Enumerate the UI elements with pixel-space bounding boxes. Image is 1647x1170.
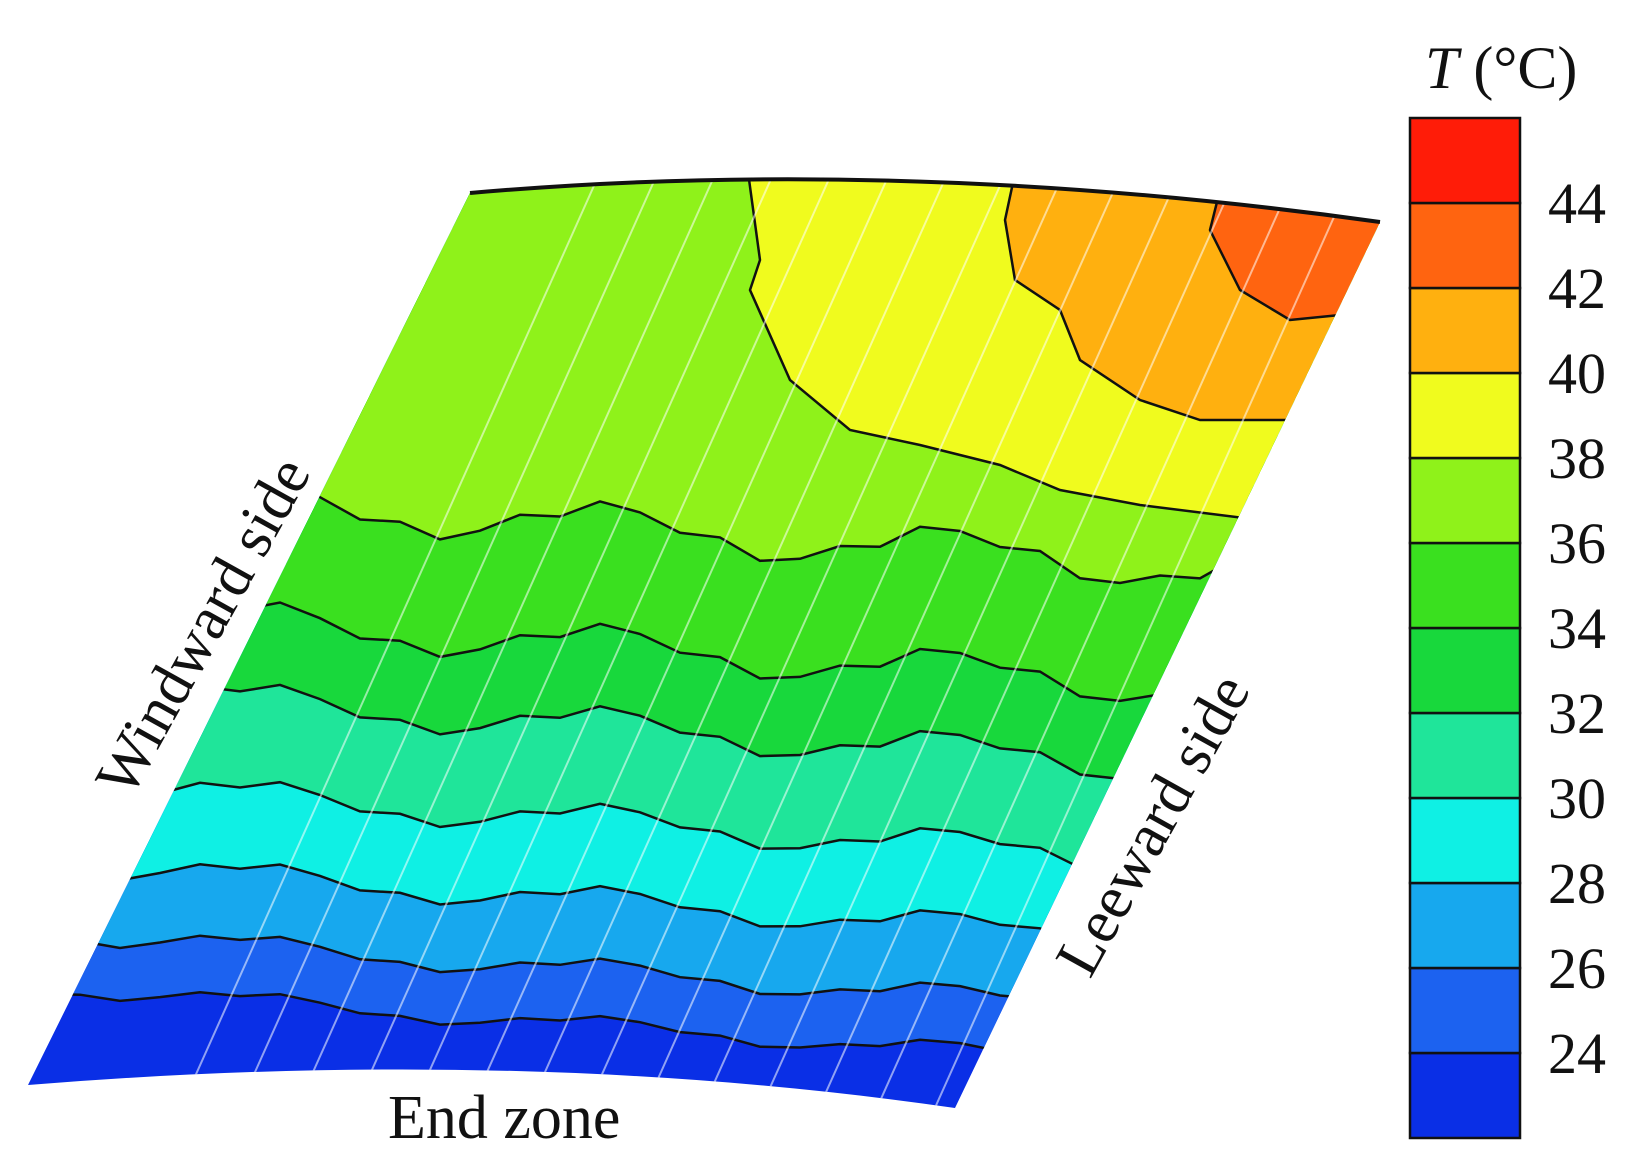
colorbar: T (°C) 24 26 28 30 32 34 36 38 40 42 44 bbox=[1408, 35, 1606, 1140]
end-zone-label: End zone bbox=[388, 1084, 620, 1152]
colorbar-swatch-2 bbox=[1408, 881, 1522, 970]
panel-grid-line-12 bbox=[875, 179, 1307, 1108]
colorbar-title-unit: (°C) bbox=[1458, 35, 1577, 101]
panel-grid-line-8 bbox=[643, 179, 1075, 1108]
colorbar-tick-0: 24 bbox=[1548, 1021, 1606, 1086]
colorbar-swatch-8 bbox=[1408, 371, 1522, 460]
colorbar-tick-6: 36 bbox=[1548, 511, 1606, 576]
colorbar-swatch-1 bbox=[1408, 966, 1522, 1055]
panel-grid-line-5 bbox=[469, 179, 901, 1108]
colorbar-tick-5: 34 bbox=[1548, 596, 1606, 661]
panel-grid-line-2 bbox=[295, 179, 727, 1108]
colorbar-tick-2: 28 bbox=[1548, 851, 1606, 916]
colorbar-swatch-0 bbox=[1408, 1051, 1522, 1140]
colorbar-tick-4: 32 bbox=[1548, 681, 1606, 746]
colorbar-swatch-4 bbox=[1408, 711, 1522, 800]
panel-grid-line-4 bbox=[411, 179, 843, 1108]
colorbar-tick-7: 38 bbox=[1548, 426, 1606, 491]
panel-grid-line-1 bbox=[237, 179, 669, 1108]
panel-grid-line-6 bbox=[527, 179, 959, 1108]
colorbar-swatch-11 bbox=[1408, 116, 1522, 205]
colorbar-tick-10: 44 bbox=[1548, 171, 1606, 236]
panel-grid-line-9 bbox=[701, 179, 1133, 1108]
colorbar-swatch-9 bbox=[1408, 286, 1522, 375]
colorbar-swatches bbox=[1408, 116, 1522, 1140]
panel-grid-line-13 bbox=[933, 179, 1365, 1108]
panel-outline bbox=[469, 177, 1381, 224]
panel-grid-line-10 bbox=[759, 179, 1191, 1108]
colorbar-swatch-10 bbox=[1408, 201, 1522, 290]
colorbar-title: T (°C) bbox=[1425, 35, 1577, 101]
colorbar-tick-labels: 24 26 28 30 32 34 36 38 40 42 44 bbox=[1548, 171, 1606, 1086]
panel-grid-lines bbox=[179, 179, 1365, 1108]
colorbar-tick-8: 40 bbox=[1548, 341, 1606, 406]
colorbar-tick-9: 42 bbox=[1548, 256, 1606, 321]
panel-grid-line-3 bbox=[353, 179, 785, 1108]
colorbar-swatch-5 bbox=[1408, 626, 1522, 715]
colorbar-tick-3: 30 bbox=[1548, 766, 1606, 831]
panel-grid-line-7 bbox=[585, 179, 1017, 1108]
panel-grid-line-11 bbox=[817, 179, 1249, 1108]
colorbar-tick-1: 26 bbox=[1548, 936, 1606, 1001]
colorbar-swatch-7 bbox=[1408, 456, 1522, 545]
panel-grid-line-0 bbox=[179, 179, 611, 1108]
colorbar-swatch-3 bbox=[1408, 796, 1522, 885]
colorbar-swatch-6 bbox=[1408, 541, 1522, 630]
colorbar-title-symbol: T bbox=[1425, 35, 1462, 101]
